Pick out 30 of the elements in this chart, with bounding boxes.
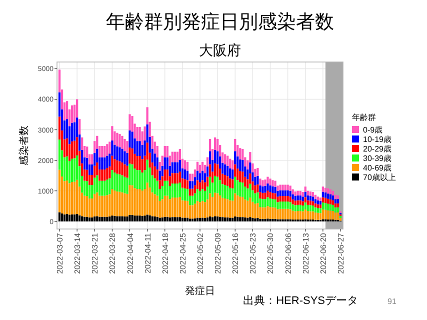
legend-label: 0-9歳 bbox=[363, 126, 383, 134]
x-tick-label: 2022-05-09 bbox=[214, 232, 223, 274]
chart-subtitle: 大阪府 bbox=[199, 42, 241, 58]
x-tick-label: 2022-04-25 bbox=[178, 232, 188, 274]
y-axis-title: 感染者数 bbox=[18, 126, 30, 166]
legend-label: 30-39歳 bbox=[363, 154, 392, 163]
x-tick-label: 2022-05-23 bbox=[248, 232, 258, 274]
x-tick-label: 2022-03-07 bbox=[56, 232, 65, 274]
x-axis-title: 発症日 bbox=[185, 285, 215, 297]
x-tick-label: 2022-03-21 bbox=[90, 232, 100, 274]
x-tick-label: 2022-06-27 bbox=[336, 232, 346, 274]
source-note: 出典：HER-SYSデータ bbox=[243, 294, 358, 307]
x-tick-label: 2022-05-30 bbox=[266, 232, 276, 274]
legend-title: 年齢群 bbox=[352, 113, 376, 122]
x-tick-label: 2022-06-20 bbox=[318, 232, 328, 274]
x-tick-label: 2022-06-06 bbox=[284, 232, 293, 274]
x-tick-label: 2022-05-16 bbox=[231, 232, 240, 274]
legend-label: 40-69歳 bbox=[363, 164, 392, 172]
text: 91 bbox=[388, 297, 397, 306]
x-tick-label: 2022-04-18 bbox=[160, 232, 170, 274]
legend-label: 10-19歳 bbox=[363, 135, 392, 144]
x-tick-label: 2022-04-04 bbox=[126, 232, 135, 274]
legend-label: 70歳以上 bbox=[363, 173, 396, 182]
chart-title: 年齢群別発症日別感染者数 bbox=[106, 11, 334, 33]
x-tick-label: 2022-06-13 bbox=[301, 232, 310, 274]
x-tick-label: 2022-03-14 bbox=[73, 232, 82, 274]
x-tick-label: 2022-03-28 bbox=[108, 232, 118, 274]
x-tick-label: 2022-05-02 bbox=[196, 232, 205, 274]
x-tick-label: 2022-04-11 bbox=[143, 232, 152, 274]
legend-label: 20-29歳 bbox=[363, 144, 392, 154]
